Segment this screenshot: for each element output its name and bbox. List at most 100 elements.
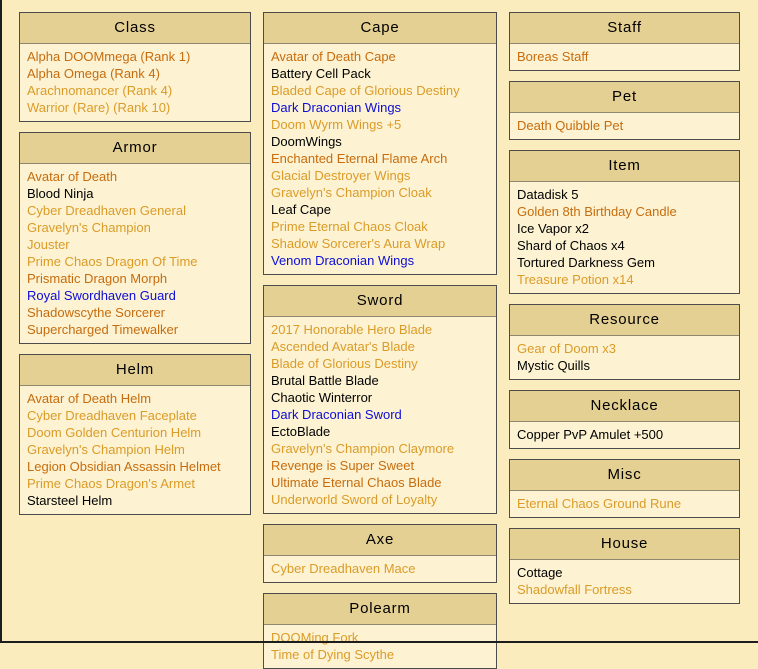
section-helm: Helm Avatar of Death Helm Cyber Dreadhaven… (19, 354, 251, 515)
item-link[interactable]: Alpha DOOMmega (Rank 1) (27, 49, 191, 64)
item-link[interactable]: Avatar of Death Helm (27, 391, 152, 406)
item-link[interactable]: Arachnomancer (Rank 4) (27, 83, 173, 98)
section-title-helm: Helm (20, 355, 250, 386)
item-text: Blood Ninja (27, 186, 94, 201)
section-title-armor: Armor (20, 133, 250, 164)
item-text: Ice Vapor x2 (517, 221, 590, 236)
item-link[interactable]: Alpha Omega (Rank 4) (27, 66, 160, 81)
item-link[interactable]: Blade of Glorious Destiny (271, 356, 418, 371)
section-house: House Cottage Shadowfall Fortress (509, 528, 740, 604)
item-text: Battery Cell Pack (271, 66, 371, 81)
item-text: Leaf Cape (271, 202, 331, 217)
item-link[interactable]: Dark Draconian Wings (271, 100, 402, 115)
item-link[interactable]: Jouster (27, 237, 70, 252)
section-body-house: Cottage Shadowfall Fortress (510, 560, 739, 603)
item-link[interactable]: 2017 Honorable Hero Blade (271, 322, 433, 337)
section-title-necklace: Necklace (510, 391, 739, 422)
section-title-resource: Resource (510, 305, 739, 336)
inventory-column-right: Staff Boreas Staff Pet Death Quibble Pet Ite… (509, 12, 740, 669)
item-link[interactable]: Boreas Staff (517, 49, 589, 64)
section-title-sword: Sword (264, 286, 496, 317)
item-link[interactable]: Enchanted Eternal Flame Arch (271, 151, 448, 166)
item-link[interactable]: Revenge is Super Sweet (271, 458, 415, 473)
item-link[interactable]: Gravelyn's Champion Claymore (271, 441, 455, 456)
item-text: Tortured Darkness Gem (517, 255, 655, 270)
section-polearm: Polearm DOOMing Fork Time of Dying Scythe (263, 593, 497, 669)
item-link[interactable]: Avatar of Death Cape (271, 49, 396, 64)
section-title-house: House (510, 529, 739, 560)
item-link[interactable]: Shadowscythe Sorcerer (27, 305, 166, 320)
item-text: Cottage (517, 565, 563, 580)
section-body-pet: Death Quibble Pet (510, 113, 739, 139)
item-link[interactable]: Doom Golden Centurion Helm (27, 425, 202, 440)
section-title-class: Class (20, 13, 250, 44)
item-text: Shard of Chaos x4 (517, 238, 625, 253)
item-link[interactable]: Ultimate Eternal Chaos Blade (271, 475, 442, 490)
item-text: DoomWings (271, 134, 342, 149)
item-link[interactable]: Eternal Chaos Ground Rune (517, 496, 682, 511)
section-body-helm: Avatar of Death Helm Cyber Dreadhaven Fac… (20, 386, 250, 514)
item-link[interactable]: Gravelyn's Champion Helm (27, 442, 185, 457)
section-body-item: Datadisk 5 Golden 8th Birthday Candle Ice … (510, 182, 739, 293)
item-link[interactable]: Cyber Dreadhaven Mace (271, 561, 416, 576)
item-link[interactable]: DOOMing Fork (271, 630, 359, 645)
item-link[interactable]: Shadowfall Fortress (517, 582, 632, 597)
section-title-item: Item (510, 151, 739, 182)
section-sword: Sword 2017 Honorable Hero Blade Ascended A… (263, 285, 497, 514)
section-title-axe: Axe (264, 525, 496, 556)
item-link[interactable]: Cyber Dreadhaven General (27, 203, 186, 218)
section-body-resource: Gear of Doom x3 Mystic Quills (510, 336, 739, 379)
section-body-sword: 2017 Honorable Hero Blade Ascended Avatar… (264, 317, 496, 513)
item-link[interactable]: Prismatic Dragon Morph (27, 271, 168, 286)
section-pet: Pet Death Quibble Pet (509, 81, 740, 140)
item-link[interactable]: Gravelyn's Champion Cloak (271, 185, 432, 200)
section-necklace: Necklace Copper PvP Amulet +500 (509, 390, 740, 449)
section-title-staff: Staff (510, 13, 739, 44)
item-link[interactable]: Dark Draconian Sword (271, 407, 402, 422)
item-link[interactable]: Royal Swordhaven Guard (27, 288, 176, 303)
item-link[interactable]: Legion Obsidian Assassin Helmet (27, 459, 221, 474)
item-link[interactable]: Glacial Destroyer Wings (271, 168, 411, 183)
item-link[interactable]: Underworld Sword of Loyalty (271, 492, 438, 507)
item-text: Mystic Quills (517, 358, 590, 373)
section-title-pet: Pet (510, 82, 739, 113)
item-link[interactable]: Gravelyn's Champion (27, 220, 151, 235)
item-link[interactable]: Ascended Avatar's Blade (271, 339, 415, 354)
item-link[interactable]: Prime Chaos Dragon's Armet (27, 476, 195, 491)
section-body-class: Alpha DOOMmega (Rank 1) Alpha Omega (Rank… (20, 44, 250, 121)
item-text: Copper PvP Amulet +500 (517, 427, 664, 442)
item-link[interactable]: Venom Draconian Wings (271, 253, 415, 268)
item-link[interactable]: Doom Wyrm Wings +5 (271, 117, 402, 132)
item-link[interactable]: Prime Eternal Chaos Cloak (271, 219, 428, 234)
section-resource: Resource Gear of Doom x3 Mystic Quills (509, 304, 740, 380)
section-misc: Misc Eternal Chaos Ground Rune (509, 459, 740, 518)
item-link[interactable]: Death Quibble Pet (517, 118, 624, 133)
section-title-cape: Cape (264, 13, 496, 44)
inventory-column-left: Class Alpha DOOMmega (Rank 1) Alpha Omega … (19, 12, 251, 669)
item-link[interactable]: Gear of Doom x3 (517, 341, 616, 356)
section-body-cape: Avatar of Death Cape Battery Cell Pack Bla… (264, 44, 496, 274)
item-text: Brutal Battle Blade (271, 373, 379, 388)
item-text: Datadisk 5 (517, 187, 579, 202)
item-link[interactable]: Cyber Dreadhaven Faceplate (27, 408, 197, 423)
section-title-polearm: Polearm (264, 594, 496, 625)
item-link[interactable]: Treasure Potion x14 (517, 272, 634, 287)
item-link[interactable]: Supercharged Timewalker (27, 322, 179, 337)
section-body-misc: Eternal Chaos Ground Rune (510, 491, 739, 517)
section-title-misc: Misc (510, 460, 739, 491)
window-bottom-edge (0, 641, 758, 643)
item-text: Chaotic Winterror (271, 390, 373, 405)
item-link[interactable]: Bladed Cape of Glorious Destiny (271, 83, 460, 98)
section-cape: Cape Avatar of Death Cape Battery Cell Pac… (263, 12, 497, 275)
section-armor: Armor Avatar of Death Blood Ninja Cyber Dre… (19, 132, 251, 344)
section-item: Item Datadisk 5 Golden 8th Birthday Candle… (509, 150, 740, 294)
item-link[interactable]: Warrior (Rare) (Rank 10) (27, 100, 171, 115)
section-body-staff: Boreas Staff (510, 44, 739, 70)
item-link[interactable]: Shadow Sorcerer's Aura Wrap (271, 236, 446, 251)
item-link[interactable]: Time of Dying Scythe (271, 647, 395, 662)
item-link[interactable]: Golden 8th Birthday Candle (517, 204, 677, 219)
item-link[interactable]: Avatar of Death (27, 169, 118, 184)
item-link[interactable]: Prime Chaos Dragon Of Time (27, 254, 198, 269)
section-body-polearm: DOOMing Fork Time of Dying Scythe (264, 625, 496, 668)
